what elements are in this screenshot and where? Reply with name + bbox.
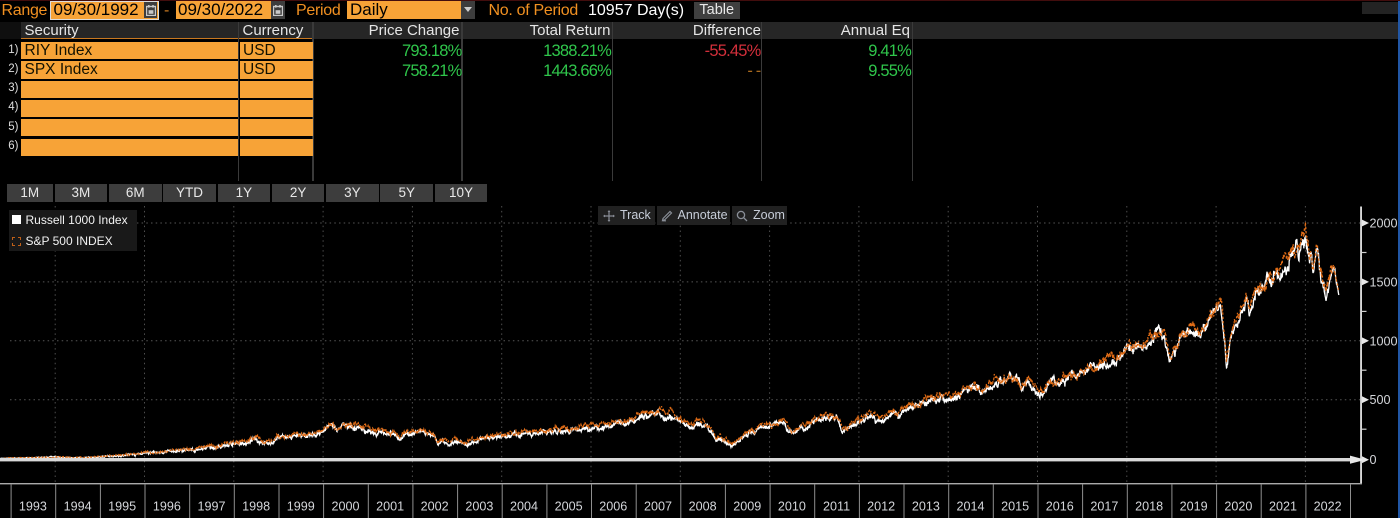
svg-text:2020: 2020 [1224,500,1252,514]
svg-text:1998: 1998 [242,500,270,514]
svg-text:2013: 2013 [912,500,940,514]
svg-text:1500: 1500 [1370,275,1398,289]
svg-text:1994: 1994 [64,500,92,514]
svg-text:2017: 2017 [1090,500,1118,514]
svg-text:1999: 1999 [287,500,315,514]
svg-text:0: 0 [1370,453,1377,467]
svg-text:1993: 1993 [19,500,47,514]
svg-text:2008: 2008 [689,500,717,514]
svg-text:2003: 2003 [465,500,493,514]
svg-text:2000: 2000 [331,500,359,514]
svg-text:2022: 2022 [1314,500,1342,514]
svg-text:1995: 1995 [108,500,136,514]
svg-text:2004: 2004 [510,500,538,514]
svg-text:2006: 2006 [599,500,627,514]
svg-text:2001: 2001 [376,500,404,514]
svg-text:2005: 2005 [555,500,583,514]
svg-text:2000: 2000 [1370,217,1398,231]
svg-text:2012: 2012 [867,500,895,514]
svg-text:1997: 1997 [197,500,225,514]
svg-text:1000: 1000 [1370,334,1398,348]
svg-text:2015: 2015 [1001,500,1029,514]
svg-text:1996: 1996 [153,500,181,514]
svg-text:2016: 2016 [1046,500,1074,514]
svg-text:500: 500 [1370,393,1391,407]
svg-text:2002: 2002 [421,500,449,514]
svg-text:2011: 2011 [823,500,850,514]
svg-text:2010: 2010 [778,500,806,514]
svg-text:2009: 2009 [733,500,761,514]
svg-text:2007: 2007 [644,500,672,514]
svg-text:2021: 2021 [1269,500,1297,514]
svg-text:2014: 2014 [956,500,984,514]
svg-text:2019: 2019 [1180,500,1208,514]
svg-text:2018: 2018 [1135,500,1163,514]
